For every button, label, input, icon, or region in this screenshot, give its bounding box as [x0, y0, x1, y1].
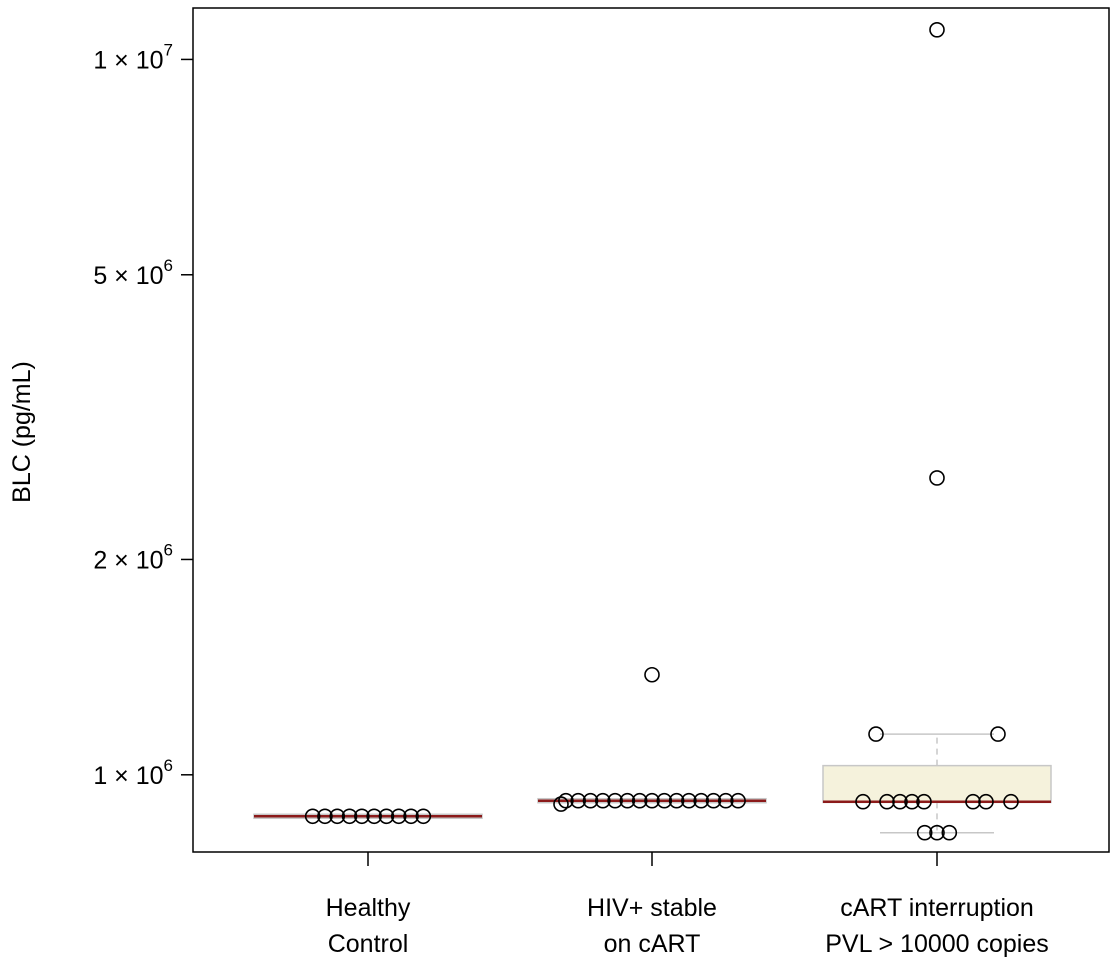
data-point — [594, 792, 611, 809]
data-point — [366, 808, 382, 825]
data-point — [717, 792, 734, 809]
data-point — [941, 824, 958, 841]
y-tick-label: 1 × 107 — [93, 40, 173, 74]
data-point — [390, 808, 407, 825]
data-point — [644, 792, 660, 809]
data-point — [619, 792, 636, 809]
y-tick-label: 2 × 106 — [93, 540, 173, 574]
data-point — [317, 808, 333, 825]
data-point — [990, 726, 1006, 742]
data-point — [631, 792, 648, 809]
data-point — [644, 666, 660, 683]
y-tick-label: 1 × 106 — [93, 756, 173, 790]
data-point — [916, 793, 932, 810]
x-category-label: Control — [328, 930, 409, 958]
y-tick-label: 5 × 106 — [93, 256, 173, 290]
data-point — [668, 792, 685, 809]
x-category-label: PVL > 10000 copies — [825, 930, 1049, 958]
data-point — [892, 793, 908, 810]
data-point — [730, 792, 746, 809]
plot-frame — [192, 7, 1110, 853]
data-point — [378, 808, 395, 825]
x-category-label: on cART — [604, 930, 701, 958]
data-point — [904, 793, 920, 810]
data-point — [354, 808, 370, 825]
x-category-label: HIV+ stable — [587, 894, 717, 922]
data-point — [558, 792, 574, 809]
data-point — [656, 792, 673, 809]
data-point — [929, 470, 945, 486]
box — [822, 764, 1052, 804]
data-point — [929, 824, 945, 841]
data-point — [693, 792, 710, 809]
data-point — [929, 22, 945, 38]
data-point — [415, 808, 432, 825]
data-point — [607, 792, 623, 809]
data-point — [570, 792, 587, 809]
data-point — [329, 808, 346, 825]
data-point — [868, 726, 884, 742]
x-category-label: cART interruption — [840, 894, 1034, 922]
data-point — [879, 793, 895, 810]
data-point — [403, 808, 419, 825]
x-category-label: Healthy — [326, 894, 411, 922]
data-point — [705, 792, 722, 809]
data-point — [582, 792, 599, 809]
data-point — [341, 808, 358, 825]
data-point — [304, 808, 321, 825]
data-point — [1003, 793, 1019, 810]
data-point — [553, 796, 569, 812]
data-point — [965, 793, 981, 810]
data-point — [681, 792, 697, 809]
data-point — [978, 793, 994, 810]
y-axis-title: BLC (pg/mL) — [8, 361, 36, 503]
data-point — [916, 824, 933, 841]
data-point — [855, 793, 871, 810]
